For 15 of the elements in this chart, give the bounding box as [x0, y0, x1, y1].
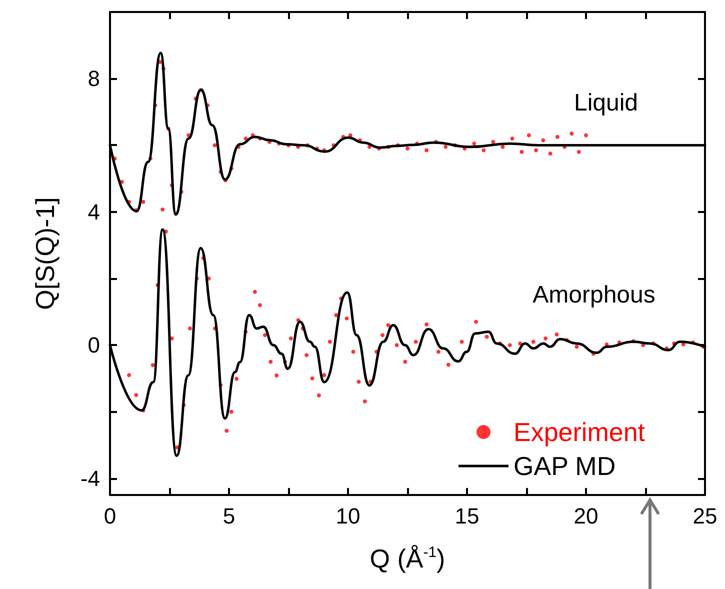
x-tick-label: 10	[336, 504, 360, 528]
x-tick-label: 5	[222, 504, 236, 528]
y-tick-label: 4	[88, 199, 100, 224]
x-tick-label: 0	[104, 504, 116, 528]
annotation: Amorphous	[532, 282, 656, 308]
y-axis-title: Q[S(Q)-1]	[30, 197, 60, 310]
y-tick-label: 0	[88, 332, 100, 358]
x-tick-label: 25	[692, 504, 718, 528]
x-tick-label: 20	[574, 504, 598, 528]
y-tick-label: 8	[88, 66, 100, 92]
annotation: Liquid	[574, 90, 638, 116]
legend-label: GAP MD	[514, 451, 616, 481]
y-tick-label: -4	[80, 466, 100, 491]
x-tick-label: 15	[454, 504, 480, 528]
legend-label: Experiment	[514, 417, 646, 447]
